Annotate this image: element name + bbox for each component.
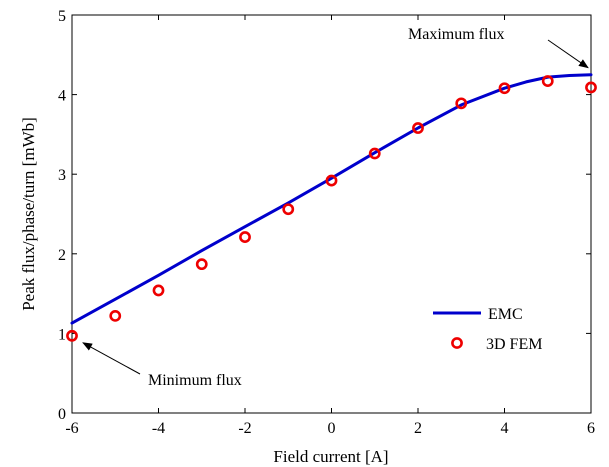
series-3d-fem-point — [195, 258, 208, 271]
x-tick-label: 0 — [328, 420, 336, 437]
plot-area-border — [71, 14, 592, 414]
x-tick-label: 2 — [414, 420, 422, 437]
annotation-minimum-flux-arrow — [82, 342, 141, 375]
x-tick-label: -2 — [238, 420, 251, 437]
series-3d-fem-point — [498, 82, 511, 95]
annotation-layer: Maximum flux Minimum flux — [82, 26, 589, 389]
series-3d-fem-point — [368, 147, 381, 160]
series-layer — [66, 73, 597, 342]
series-3d-fem-point — [239, 231, 251, 243]
x-tick-label: 4 — [501, 420, 509, 437]
legend-emc-label: EMC — [488, 306, 523, 323]
series-3d-fem-point — [585, 81, 597, 94]
x-axis-label: Field current [A] — [273, 447, 388, 466]
y-axis-label: Peak flux/phase/turn [mWb] — [19, 117, 38, 311]
series-emc-line — [70, 73, 593, 325]
x-tick-label: 6 — [587, 420, 595, 437]
y-tick-label: 3 — [58, 167, 66, 184]
series-3d-fem-point — [412, 122, 424, 134]
y-tick-label: 2 — [58, 247, 66, 264]
ticks: -6 -4 -2 0 2 4 6 0 1 2 3 4 5 — [58, 8, 595, 437]
y-tick-label: 1 — [58, 326, 66, 343]
annotation-maximum-flux-label: Maximum flux — [408, 26, 504, 43]
legend-3d-fem-swatch — [451, 337, 463, 349]
series-3d-fem-point — [109, 309, 122, 322]
annotation-minimum-flux-label: Minimum flux — [148, 372, 242, 389]
legend-3d-fem-label: 3D FEM — [486, 336, 542, 353]
axes-frame — [71, 14, 592, 414]
series-3d-fem-point — [541, 75, 554, 87]
y-tick-label: 0 — [58, 406, 66, 423]
x-tick-label: -6 — [65, 420, 78, 437]
y-tick-label: 5 — [58, 8, 66, 25]
series-3d-fem-point — [66, 329, 78, 342]
annotation-maximum-flux-arrow — [547, 39, 589, 69]
series-3d-fem-point — [455, 97, 468, 110]
series-3d-fem-point — [152, 284, 165, 297]
x-tick-label: -4 — [152, 420, 165, 437]
series-3d-fem-point — [325, 174, 338, 187]
legend: EMC 3D FEM — [433, 306, 542, 353]
series-3d-fem-point — [282, 203, 295, 216]
y-tick-label: 4 — [58, 88, 66, 105]
